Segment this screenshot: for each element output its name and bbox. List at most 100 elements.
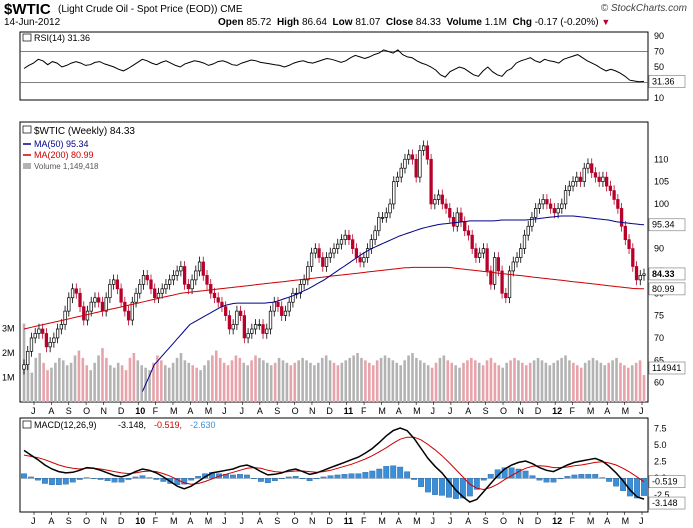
volume-bar xyxy=(50,367,53,402)
macd-histogram-bar xyxy=(320,476,327,479)
macd-histogram-bar xyxy=(641,478,647,496)
volume-bar xyxy=(105,357,108,402)
candle-body xyxy=(515,257,519,263)
low-value: 81.07 xyxy=(355,17,381,28)
candle-body xyxy=(519,248,523,258)
candle-body xyxy=(489,270,493,285)
candle-body xyxy=(156,292,161,299)
volume-bar xyxy=(540,360,544,402)
macd-histogram-bar xyxy=(195,476,202,479)
volume-bar xyxy=(328,360,332,402)
candle-body xyxy=(534,208,538,218)
candle-body xyxy=(541,199,545,205)
volume-bar xyxy=(195,367,198,402)
macd-histogram-bar xyxy=(355,473,362,479)
x-tick-label: S xyxy=(274,406,280,416)
x-tick-label: D xyxy=(326,516,333,526)
candle-body xyxy=(522,234,527,249)
candle-body xyxy=(466,230,471,236)
candle-body xyxy=(567,185,571,191)
volume-bar xyxy=(163,365,167,402)
volume-bar xyxy=(65,365,69,402)
candle-body xyxy=(253,324,258,330)
candle-body xyxy=(309,252,314,267)
ma50-last-value-box xyxy=(648,218,686,232)
x-tick-label: A xyxy=(396,406,402,416)
volume-legend: Volume 1,149,418 xyxy=(34,162,99,171)
macd-histogram-bar xyxy=(139,475,146,479)
macd-signal-legend-value: -0.519, xyxy=(154,420,182,430)
candle-body xyxy=(425,145,430,160)
candle-body xyxy=(627,239,631,249)
candle-body xyxy=(141,275,146,285)
candle-body xyxy=(605,176,609,187)
candle-body xyxy=(321,257,325,267)
macd-histogram-bar xyxy=(459,478,466,499)
candle-body xyxy=(492,257,497,285)
macd-histogram-bar xyxy=(383,466,390,479)
macd-histogram-bar xyxy=(550,478,557,483)
candle-body xyxy=(261,324,265,334)
volume-bar xyxy=(422,362,426,402)
ma200-legend: MA(200) 80.99 xyxy=(34,150,94,160)
macd-line xyxy=(23,427,645,503)
close-value: 84.33 xyxy=(415,17,441,28)
candle-body xyxy=(642,273,646,276)
candle-body xyxy=(575,176,579,182)
candle-body xyxy=(171,275,176,281)
x-tick-label: A xyxy=(257,406,263,416)
last-close-value: 84.33 xyxy=(652,269,675,279)
macd-histogram-bar xyxy=(334,474,341,479)
x-tick-label: O xyxy=(83,406,90,416)
candle-body xyxy=(407,154,411,160)
volume-bar xyxy=(320,357,324,402)
candle-body xyxy=(470,234,474,249)
volume-bar xyxy=(183,360,187,402)
candle-body xyxy=(63,310,67,325)
volume-bar xyxy=(481,365,485,402)
candle-body xyxy=(608,185,613,191)
x-tick-label: M xyxy=(170,406,178,416)
candle-body xyxy=(272,301,276,312)
x-tick-label: M xyxy=(413,516,421,526)
candle-body xyxy=(399,167,403,178)
candle-body xyxy=(421,145,426,151)
x-tick-label: O xyxy=(292,516,299,526)
volume-bar xyxy=(454,365,457,402)
candle-body xyxy=(593,172,598,178)
candle-body xyxy=(507,270,512,299)
volume-bar xyxy=(77,350,81,402)
x-tick-label: J xyxy=(222,516,227,526)
macd-histogram-bar xyxy=(362,472,369,479)
volume-bar xyxy=(399,365,403,402)
volume-bar xyxy=(112,367,116,402)
volume-label: Volume xyxy=(446,17,482,28)
price-legend-swatch xyxy=(22,125,32,134)
volume-bar xyxy=(156,355,159,402)
macd-histogram-bar xyxy=(327,475,334,479)
candle-body xyxy=(216,297,220,303)
volume-bar xyxy=(360,357,363,402)
x-tick-label: D xyxy=(326,406,333,416)
candle-body xyxy=(283,310,288,316)
candle-body xyxy=(545,199,549,205)
volume-bar xyxy=(136,360,140,402)
candle-body xyxy=(392,181,396,205)
candle-body xyxy=(209,283,213,294)
candle-body xyxy=(563,190,568,205)
macd-histogram-bar xyxy=(432,478,438,495)
volume-bar xyxy=(250,360,253,402)
macd-histogram-bar xyxy=(306,478,313,482)
candle-body xyxy=(201,261,205,276)
candle-body xyxy=(590,163,594,174)
open-value: 85.72 xyxy=(246,17,272,28)
x-tick-label: F xyxy=(570,406,576,416)
volume-bar xyxy=(140,365,144,402)
volume-bar xyxy=(297,360,300,402)
candle-body xyxy=(526,225,530,236)
volume-bar xyxy=(277,357,281,402)
macd-histogram-bar xyxy=(237,474,243,479)
volume-bar xyxy=(69,362,73,402)
volume-bar xyxy=(344,360,348,402)
macd-histogram-bar xyxy=(543,478,550,483)
